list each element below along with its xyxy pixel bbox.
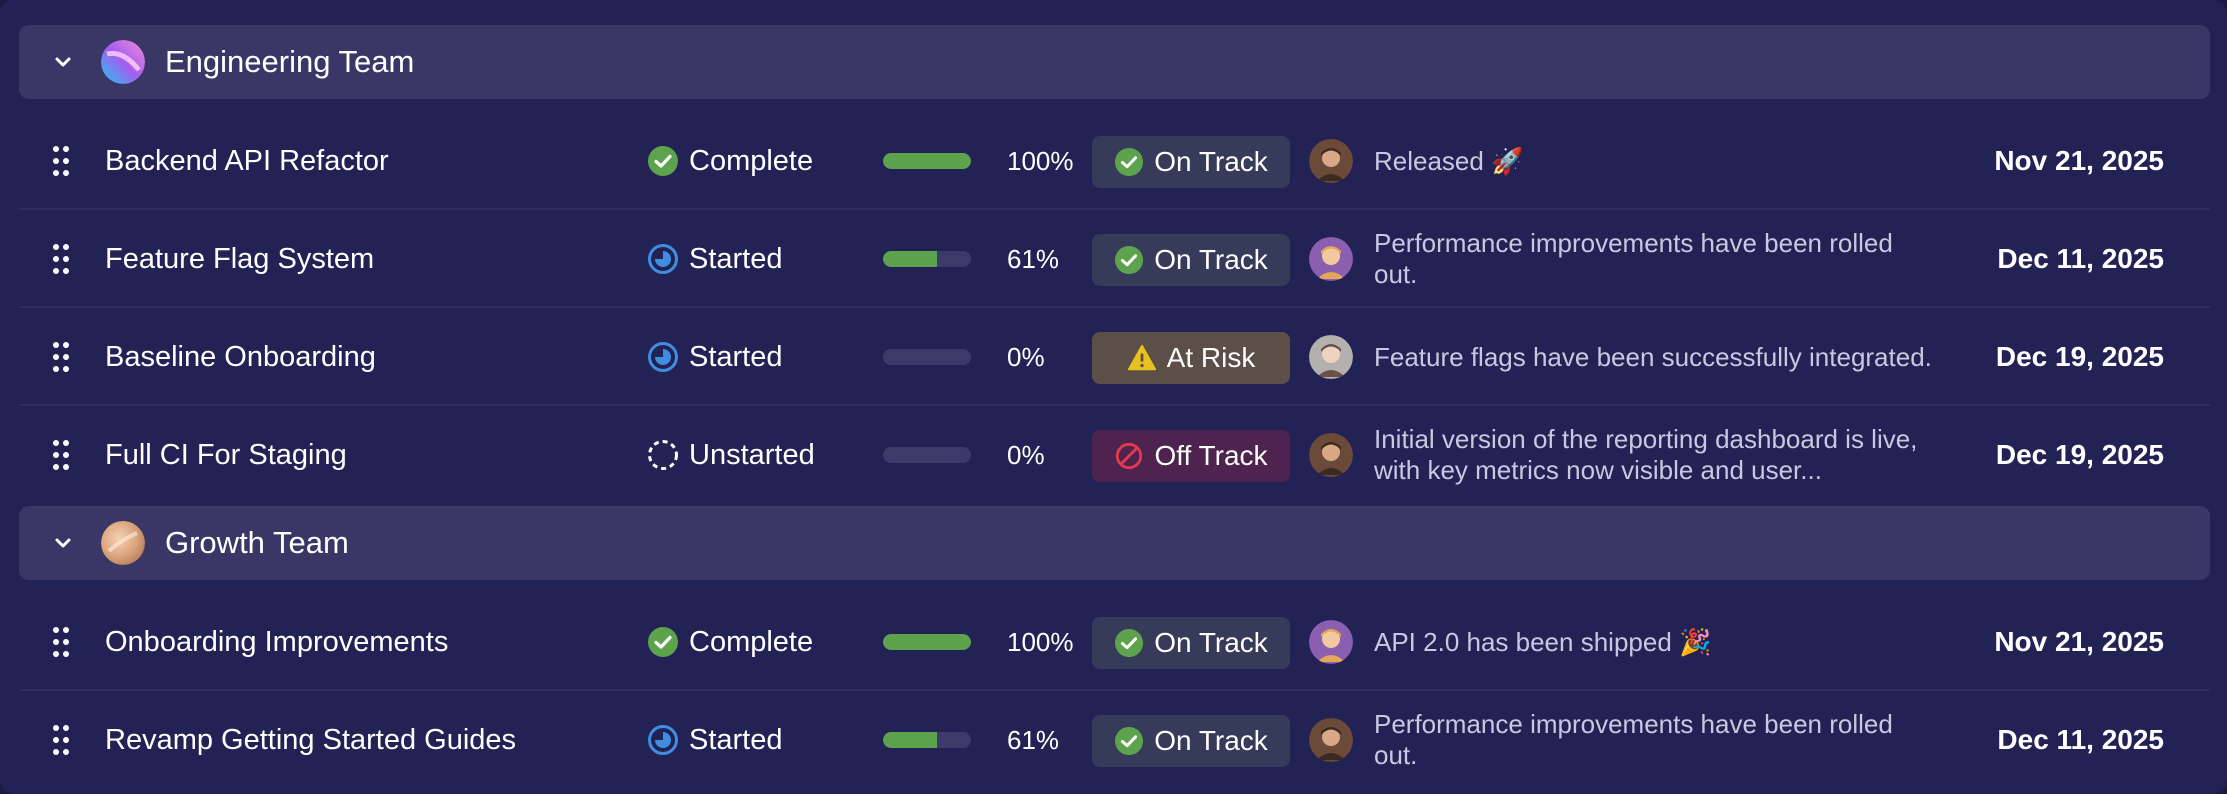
health-badge[interactable]: Off Track bbox=[1092, 430, 1290, 482]
chevron-down-icon[interactable] bbox=[52, 532, 74, 554]
health-label: On Track bbox=[1154, 725, 1268, 756]
update-text: API 2.0 has been shipped 🎉 bbox=[1374, 626, 1712, 657]
dashed-circle-icon bbox=[647, 439, 689, 471]
latest-update[interactable]: Released 🚀 bbox=[1374, 112, 1934, 210]
progress-bar bbox=[883, 308, 971, 406]
status-label: Complete bbox=[689, 625, 814, 658]
project-name[interactable]: Baseline Onboarding bbox=[105, 340, 376, 373]
team-name: Engineering Team bbox=[165, 44, 415, 79]
drag-handle-icon[interactable] bbox=[52, 308, 70, 406]
status-cell[interactable]: Started bbox=[647, 308, 783, 406]
peach-orb-icon bbox=[101, 521, 145, 565]
update-text: Released 🚀 bbox=[1374, 145, 1524, 176]
latest-update[interactable]: API 2.0 has been shipped 🎉 bbox=[1374, 593, 1934, 691]
warning-triangle-icon bbox=[1127, 343, 1167, 373]
project-name[interactable]: Full CI For Staging bbox=[105, 438, 347, 471]
avatar[interactable] bbox=[1309, 139, 1353, 183]
health-badge[interactable]: On Track bbox=[1092, 617, 1290, 669]
status-cell[interactable]: Started bbox=[647, 210, 783, 308]
project-row[interactable]: Full CI For Staging Unstarted 0% Off Tra… bbox=[19, 406, 2210, 504]
prohibited-icon bbox=[1114, 441, 1154, 471]
avatar[interactable] bbox=[1309, 620, 1353, 664]
status-label: Started bbox=[689, 340, 783, 373]
chevron-down-icon[interactable] bbox=[52, 51, 74, 73]
avatar[interactable] bbox=[1309, 335, 1353, 379]
drag-handle-icon[interactable] bbox=[52, 406, 70, 504]
health-badge[interactable]: On Track bbox=[1092, 136, 1290, 188]
progress-bar bbox=[883, 406, 971, 504]
target-date[interactable]: Dec 11, 2025 bbox=[1997, 724, 2164, 755]
gradient-orb-icon bbox=[101, 40, 145, 84]
health-badge[interactable]: On Track bbox=[1092, 234, 1290, 286]
health-label: On Track bbox=[1154, 627, 1268, 658]
project-row[interactable]: Baseline Onboarding Started 0% At Risk F… bbox=[19, 308, 2210, 406]
status-label: Complete bbox=[689, 144, 814, 177]
status-cell[interactable]: Complete bbox=[647, 112, 813, 210]
update-text: Performance improvements have been rolle… bbox=[1374, 709, 1893, 770]
health-label: On Track bbox=[1154, 244, 1268, 275]
health-badge[interactable]: At Risk bbox=[1092, 332, 1290, 384]
latest-update[interactable]: Feature flags have been successfully int… bbox=[1374, 308, 1934, 406]
progress-percent: 0% bbox=[1007, 440, 1045, 470]
project-name[interactable]: Revamp Getting Started Guides bbox=[105, 723, 517, 756]
check-circle-icon bbox=[647, 145, 689, 177]
target-date[interactable]: Nov 21, 2025 bbox=[1994, 145, 2164, 176]
progress-percent: 100% bbox=[1007, 627, 1074, 657]
avatar[interactable] bbox=[1309, 237, 1353, 281]
check-circle-icon bbox=[1114, 245, 1154, 275]
project-row[interactable]: Backend API Refactor Complete 100% On Tr… bbox=[19, 112, 2210, 210]
target-date[interactable]: Dec 19, 2025 bbox=[1995, 341, 2164, 372]
drag-handle-icon[interactable] bbox=[52, 593, 70, 691]
status-cell[interactable]: Unstarted bbox=[647, 406, 815, 504]
project-name[interactable]: Feature Flag System bbox=[105, 242, 375, 275]
project-row[interactable]: Revamp Getting Started Guides Started 61… bbox=[19, 691, 2210, 789]
target-date[interactable]: Dec 19, 2025 bbox=[1995, 439, 2164, 470]
project-name[interactable]: Backend API Refactor bbox=[105, 144, 389, 177]
latest-update[interactable]: Initial version of the reporting dashboa… bbox=[1374, 406, 1934, 504]
update-text: Feature flags have been successfully int… bbox=[1374, 341, 1932, 372]
partial-circle-icon bbox=[647, 341, 689, 373]
group-header-growth[interactable]: Growth Team bbox=[19, 506, 2210, 580]
progress-percent: 61% bbox=[1007, 244, 1060, 274]
status-cell[interactable]: Complete bbox=[647, 593, 813, 691]
progress-percent: 61% bbox=[1007, 725, 1060, 755]
status-label: Unstarted bbox=[689, 438, 815, 471]
project-row[interactable]: Onboarding Improvements Complete 100% On… bbox=[19, 593, 2210, 691]
check-circle-icon bbox=[1114, 628, 1154, 658]
partial-circle-icon bbox=[647, 724, 689, 756]
drag-handle-icon[interactable] bbox=[52, 210, 70, 308]
partial-circle-icon bbox=[647, 243, 689, 275]
status-cell[interactable]: Started bbox=[647, 691, 783, 789]
check-circle-icon bbox=[647, 626, 689, 658]
health-badge[interactable]: On Track bbox=[1092, 715, 1290, 767]
latest-update[interactable]: Performance improvements have been rolle… bbox=[1374, 210, 1934, 308]
update-text: Initial version of the reporting dashboa… bbox=[1374, 424, 1918, 485]
status-label: Started bbox=[689, 242, 783, 275]
check-circle-icon bbox=[1114, 147, 1154, 177]
progress-bar bbox=[883, 691, 971, 789]
avatar[interactable] bbox=[1309, 433, 1353, 477]
project-row[interactable]: Feature Flag System Started 61% On Track… bbox=[19, 210, 2210, 308]
target-date[interactable]: Nov 21, 2025 bbox=[1994, 626, 2164, 657]
health-label: At Risk bbox=[1166, 342, 1256, 373]
progress-bar bbox=[883, 593, 971, 691]
avatar[interactable] bbox=[1309, 718, 1353, 762]
group-header-engineering[interactable]: Engineering Team bbox=[19, 25, 2210, 99]
target-date[interactable]: Dec 11, 2025 bbox=[1997, 243, 2164, 274]
progress-bar bbox=[883, 210, 971, 308]
progress-bar bbox=[883, 112, 971, 210]
progress-percent: 100% bbox=[1007, 146, 1074, 176]
update-text: Performance improvements have been rolle… bbox=[1374, 228, 1893, 289]
drag-handle-icon[interactable] bbox=[52, 112, 70, 210]
progress-percent: 0% bbox=[1007, 342, 1045, 372]
latest-update[interactable]: Performance improvements have been rolle… bbox=[1374, 691, 1934, 789]
check-circle-icon bbox=[1114, 726, 1154, 756]
health-label: On Track bbox=[1154, 146, 1268, 177]
status-label: Started bbox=[689, 723, 783, 756]
drag-handle-icon[interactable] bbox=[52, 691, 70, 789]
project-name[interactable]: Onboarding Improvements bbox=[105, 625, 449, 658]
health-label: Off Track bbox=[1154, 440, 1268, 471]
team-name: Growth Team bbox=[165, 525, 349, 560]
